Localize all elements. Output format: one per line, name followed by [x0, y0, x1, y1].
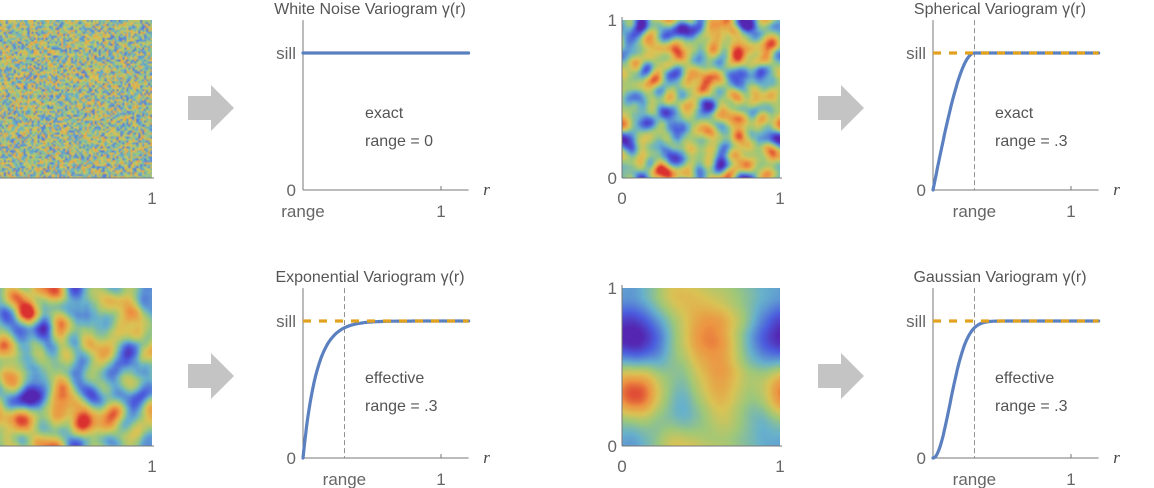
exponential-field: [0, 288, 152, 446]
variogram-chart-spherical: Spherical Variogram γ(r) r range 1 0 sill exac…: [906, 1, 1120, 221]
annotation-line: range = 0: [365, 133, 433, 150]
y-tick-label: 1: [608, 279, 617, 298]
x-tick-label: 1: [775, 189, 784, 208]
y-tick-label: 0: [287, 449, 296, 468]
white-noise-field: [0, 20, 152, 178]
chart-title: Exponential Variogram γ(r): [275, 269, 464, 286]
right-arrow-icon: [818, 85, 864, 131]
y-tick-label: 0: [608, 169, 617, 188]
annotation-line: range = .3: [365, 398, 438, 415]
x-tick-label: 0: [617, 189, 626, 208]
annotation-line: range = .3: [995, 133, 1068, 150]
right-arrow-icon: [188, 353, 234, 399]
x-tick-label-range: range: [323, 470, 366, 488]
variogram-curve: [301, 319, 471, 460]
y-tick-label-sill: sill: [906, 312, 926, 331]
variogram-chart-exponential: Exponential Variogram γ(r) r range 1 0 sill ef…: [275, 269, 490, 488]
y-tick-label: 1: [608, 11, 617, 30]
annotation-line: exact: [365, 105, 404, 122]
x-tick-label-range: range: [953, 470, 996, 488]
x-tick-label-range: range: [953, 202, 996, 221]
y-tick-label: 0: [287, 181, 296, 200]
gaussian-field: [622, 288, 780, 446]
x-tick-label: 1: [147, 189, 156, 208]
x-tick-label: 1: [147, 457, 156, 476]
x-tick-label-range: range: [281, 202, 324, 221]
chart-title: Gaussian Variogram γ(r): [913, 269, 1086, 286]
x-tick-label: 1: [436, 470, 445, 488]
annotation-line: range = .3: [995, 398, 1068, 415]
y-tick-label-sill: sill: [276, 44, 296, 63]
annotation-line: exact: [995, 105, 1034, 122]
variogram-chart-nugget: White Noise Variogram γ(r) r range 1 0 sill ex…: [274, 1, 490, 221]
x-axis-label: r: [1113, 448, 1120, 467]
x-axis-label: r: [483, 448, 490, 467]
chart-title: Spherical Variogram γ(r): [914, 1, 1086, 18]
chart-title: White Noise Variogram γ(r): [274, 1, 466, 18]
y-tick-label: 0: [917, 449, 926, 468]
x-axis-label: r: [1113, 180, 1120, 199]
annotation-line: effective: [995, 370, 1054, 387]
right-arrow-icon: [818, 353, 864, 399]
x-tick-label: 1: [436, 202, 445, 221]
variogram-chart-gaussian: Gaussian Variogram γ(r) r range 1 0 sill effec…: [906, 269, 1120, 488]
x-axis-label: r: [483, 180, 490, 199]
variogram-curve: [931, 319, 1101, 460]
y-tick-label: 0: [608, 437, 617, 456]
y-tick-label: 0: [917, 181, 926, 200]
x-tick-label: 1: [775, 457, 784, 476]
spherical-field: [622, 20, 780, 178]
x-tick-label: 1: [1066, 202, 1075, 221]
right-arrow-icon: [188, 85, 234, 131]
annotation-line: effective: [365, 370, 424, 387]
x-tick-label: 0: [617, 457, 626, 476]
y-tick-label-sill: sill: [276, 312, 296, 331]
y-tick-label-sill: sill: [906, 44, 926, 63]
x-tick-label: 1: [1066, 470, 1075, 488]
